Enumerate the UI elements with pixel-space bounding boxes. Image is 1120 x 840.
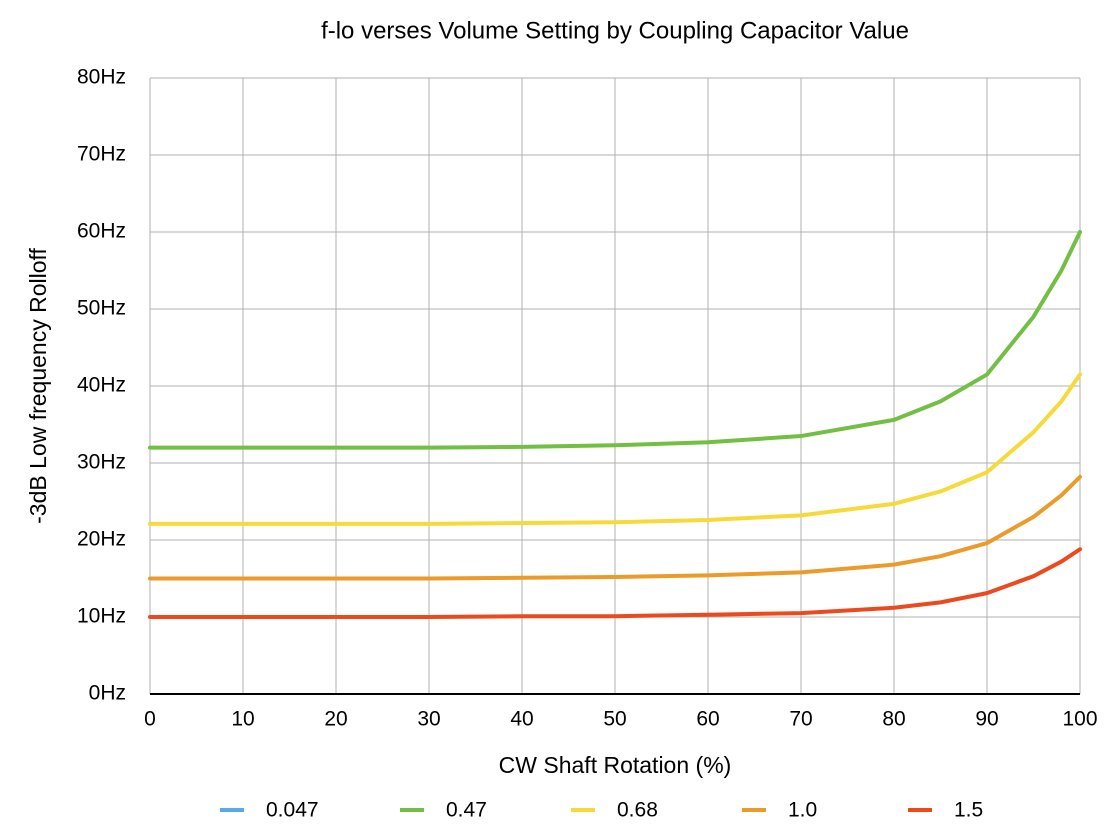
series-line <box>148 230 1082 450</box>
y-tick-label: 0Hz <box>89 682 126 705</box>
legend-label: 1.0 <box>788 799 817 822</box>
y-tick-label: 10Hz <box>77 605 126 628</box>
y-axis-label: -3dB Low frequency Rolloff <box>25 248 51 524</box>
series-line <box>148 474 1082 581</box>
x-tick-label: 50 <box>603 708 626 731</box>
x-tick-label: 100 <box>1062 708 1097 731</box>
x-tick-label: 90 <box>975 708 998 731</box>
x-tick-label: 60 <box>696 708 719 731</box>
legend-label: 0.68 <box>617 799 658 822</box>
x-tick-label: 30 <box>417 708 440 731</box>
legend-label: 0.047 <box>266 799 319 822</box>
y-tick-label: 70Hz <box>77 143 126 166</box>
x-tick-label: 80 <box>882 708 905 731</box>
legend-label: 0.47 <box>446 799 487 822</box>
y-tick-label: 20Hz <box>77 528 126 551</box>
series-line <box>148 547 1082 619</box>
y-tick-label: 40Hz <box>77 374 126 397</box>
x-tick-label: 0 <box>144 708 156 731</box>
y-tick-label: 60Hz <box>77 220 126 243</box>
chart-title: f-lo verses Volume Setting by Coupling C… <box>321 17 909 44</box>
y-tick-label: 30Hz <box>77 451 126 474</box>
series-line <box>148 372 1082 526</box>
y-tick-label: 80Hz <box>77 66 126 89</box>
y-tick-label: 50Hz <box>77 297 126 320</box>
x-tick-label: 70 <box>789 708 812 731</box>
x-axis-label: CW Shaft Rotation (%) <box>499 752 732 778</box>
x-tick-label: 10 <box>231 708 254 731</box>
legend-label: 1.5 <box>954 799 983 822</box>
x-tick-label: 20 <box>324 708 347 731</box>
x-tick-label: 40 <box>510 708 533 731</box>
